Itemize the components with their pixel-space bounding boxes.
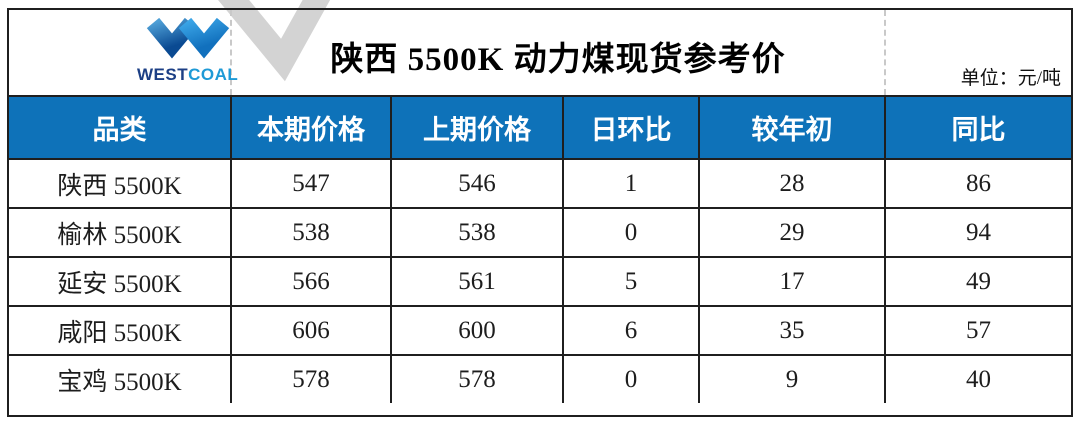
dashed-divider-right: [884, 10, 886, 95]
table-row: 咸阳 5500K 606 600 6 35 57: [9, 305, 1071, 356]
cell-value: 566: [230, 256, 392, 307]
cell-value: 561: [390, 256, 564, 307]
cell-value: 0: [562, 207, 700, 258]
cell-category: 陕西 5500K: [9, 158, 232, 209]
cell-value: 6: [562, 305, 700, 356]
header-band: WESTCOAL 陕西 5500K 动力煤现货参考价 单位：元/吨: [9, 10, 1071, 95]
cell-value: 40: [884, 354, 1071, 403]
cell-value: 546: [390, 158, 564, 209]
cell-value: 0: [562, 354, 700, 403]
column-header-category: 品类: [9, 95, 232, 160]
column-header-current-price: 本期价格: [230, 95, 392, 160]
cell-value: 35: [698, 305, 886, 356]
table-row: 宝鸡 5500K 578 578 0 9 40: [9, 354, 1071, 403]
watermark-stripe: [218, 0, 331, 82]
wordmark-west: WEST: [137, 65, 189, 84]
cell-value: 17: [698, 256, 886, 307]
cell-value: 1: [562, 158, 700, 209]
wordmark-coal: COAL: [188, 65, 239, 84]
column-header-previous-price: 上期价格: [390, 95, 564, 160]
table-row: 陕西 5500K 547 546 1 28 86: [9, 158, 1071, 209]
column-header-daily-change: 日环比: [562, 95, 700, 160]
cell-value: 29: [698, 207, 886, 258]
cell-category: 咸阳 5500K: [9, 305, 232, 356]
cell-value: 9: [698, 354, 886, 403]
cell-value: 57: [884, 305, 1071, 356]
price-table-sheet: WESTCOAL 陕西 5500K 动力煤现货参考价 单位：元/吨 品类 本期价…: [7, 8, 1073, 417]
unit-label: 单位：元/吨: [960, 68, 1061, 89]
table-row: 延安 5500K 566 561 5 17 49: [9, 256, 1071, 307]
cell-value: 606: [230, 305, 392, 356]
cell-value: 94: [884, 207, 1071, 258]
table-header-row: 品类 本期价格 上期价格 日环比 较年初 同比: [9, 95, 1071, 160]
price-table: 品类 本期价格 上期价格 日环比 较年初 同比 陕西 5500K 547 546…: [9, 95, 1071, 403]
westcoal-logo: WESTCOAL: [137, 16, 239, 84]
westcoal-w-icon: [146, 17, 230, 59]
cell-value: 86: [884, 158, 1071, 209]
table-row: 榆林 5500K 538 538 0 29 94: [9, 207, 1071, 258]
cell-category: 榆林 5500K: [9, 207, 232, 258]
cell-value: 600: [390, 305, 564, 356]
cell-value: 578: [230, 354, 392, 403]
cell-value: 547: [230, 158, 392, 209]
dashed-divider-left: [230, 10, 232, 95]
column-header-yoy: 同比: [884, 95, 1071, 160]
cell-value: 5: [562, 256, 700, 307]
cell-value: 49: [884, 256, 1071, 307]
page-title: 陕西 5500K 动力煤现货参考价: [330, 42, 786, 78]
cell-category: 宝鸡 5500K: [9, 354, 232, 403]
cell-value: 538: [230, 207, 392, 258]
column-header-vs-year-start: 较年初: [698, 95, 886, 160]
cell-value: 578: [390, 354, 564, 403]
cell-value: 28: [698, 158, 886, 209]
westcoal-wordmark: WESTCOAL: [137, 65, 239, 84]
cell-value: 538: [390, 207, 564, 258]
cell-category: 延安 5500K: [9, 256, 232, 307]
